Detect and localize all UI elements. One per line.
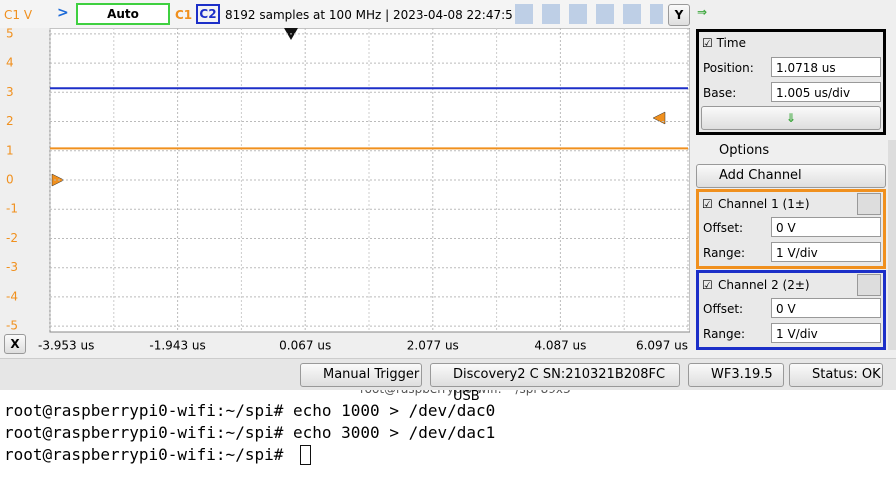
offset-field[interactable]: 0 V <box>771 298 881 318</box>
x-tick-label: 0.067 us <box>279 339 331 353</box>
c2-button[interactable]: C2 <box>196 4 220 24</box>
terminal-cursor <box>300 445 311 465</box>
x-tick-label: -1.943 us <box>149 339 205 353</box>
y-tick-label: 0 <box>6 173 14 187</box>
x-button[interactable]: X <box>4 334 26 354</box>
y-tick-label: 4 <box>6 56 14 70</box>
channel-title-text: Channel 2 (2±) <box>718 278 810 292</box>
ylabel: C1 V <box>4 8 33 22</box>
channel-title[interactable]: ☑ <box>702 197 713 211</box>
mode-button[interactable]: Auto <box>76 3 170 25</box>
y-tick-label: -1 <box>6 202 18 216</box>
range-field[interactable]: 1 V/div <box>771 242 881 262</box>
add-channel-button[interactable]: Add Channel <box>696 164 886 188</box>
arrow-icon[interactable]: ⇒ <box>697 5 708 19</box>
apply-button[interactable]: ⇓ <box>701 106 881 130</box>
base-label: Base: <box>703 86 737 100</box>
y-tick-label: -2 <box>6 231 18 245</box>
y-tick-label: -3 <box>6 260 18 274</box>
trigger-level-marker[interactable] <box>652 111 666 125</box>
x-tick-label: 6.097 us <box>636 339 688 353</box>
position-field[interactable]: 1.0718 us <box>771 57 881 77</box>
tool-icons[interactable] <box>515 4 663 24</box>
right-scrollbar[interactable] <box>888 140 896 350</box>
status-button[interactable]: WF3.19.5 <box>688 363 784 387</box>
options[interactable]: Options <box>719 143 770 158</box>
c1-button[interactable]: C1 <box>175 8 193 22</box>
y-tick-label: 2 <box>6 114 14 128</box>
gear-icon[interactable] <box>857 193 881 215</box>
range-label: Range: <box>703 327 746 341</box>
status-button[interactable]: Status: OK <box>789 363 883 387</box>
terminal-line: root@raspberrypi0-wifi:~/spi# <box>4 445 284 464</box>
expand-icon[interactable]: > <box>57 5 69 21</box>
terminal <box>0 390 896 489</box>
base-field[interactable]: 1.005 us/div <box>771 82 881 102</box>
terminal-line: root@raspberrypi0-wifi:~/spi# echo 3000 … <box>4 423 496 442</box>
offset-field[interactable]: 0 V <box>771 217 881 237</box>
channel-title-text: Channel 1 (1±) <box>718 197 810 211</box>
terminal-line: root@raspberrypi0-wifi:~/spi# echo 1000 … <box>4 401 496 420</box>
x-tick-label: -3.953 us <box>38 339 94 353</box>
y-tick-label: -5 <box>6 319 18 333</box>
terminal-title: root@raspberrypi0-wifi: ~/spi 89x3 <box>360 390 571 396</box>
y-button[interactable]: Y <box>668 4 690 26</box>
y-tick-label: 3 <box>6 85 14 99</box>
time-title[interactable]: ☑ Time <box>702 36 746 50</box>
gear-icon[interactable] <box>857 274 881 296</box>
x-tick-label: 2.077 us <box>407 339 459 353</box>
y-tick-label: -4 <box>6 289 18 303</box>
offset-label: Offset: <box>703 221 744 235</box>
x-tick-label: 4.087 us <box>534 339 586 353</box>
channel-title[interactable]: ☑ <box>702 278 713 292</box>
offset-label: Offset: <box>703 302 744 316</box>
y-tick-label: 5 <box>6 28 14 40</box>
status-button[interactable]: Discovery2 C SN:210321B208FC USB <box>430 363 680 404</box>
position-label: Position: <box>703 61 754 75</box>
time-title-text: Time <box>716 36 746 50</box>
status-button[interactable]: Manual Trigger <box>300 363 422 387</box>
scope-plot: 5 4 3 2 1 0 -1 -2 -3 -4 -5 -3.953 us -1.943 us 0.067 … <box>6 28 690 353</box>
range-field[interactable]: 1 V/div <box>771 323 881 343</box>
y-tick-label: 1 <box>6 143 14 157</box>
range-label: Range: <box>703 246 746 260</box>
acquisition-info: 8192 samples at 100 MHz | 2023-04-08 22:… <box>225 8 513 22</box>
